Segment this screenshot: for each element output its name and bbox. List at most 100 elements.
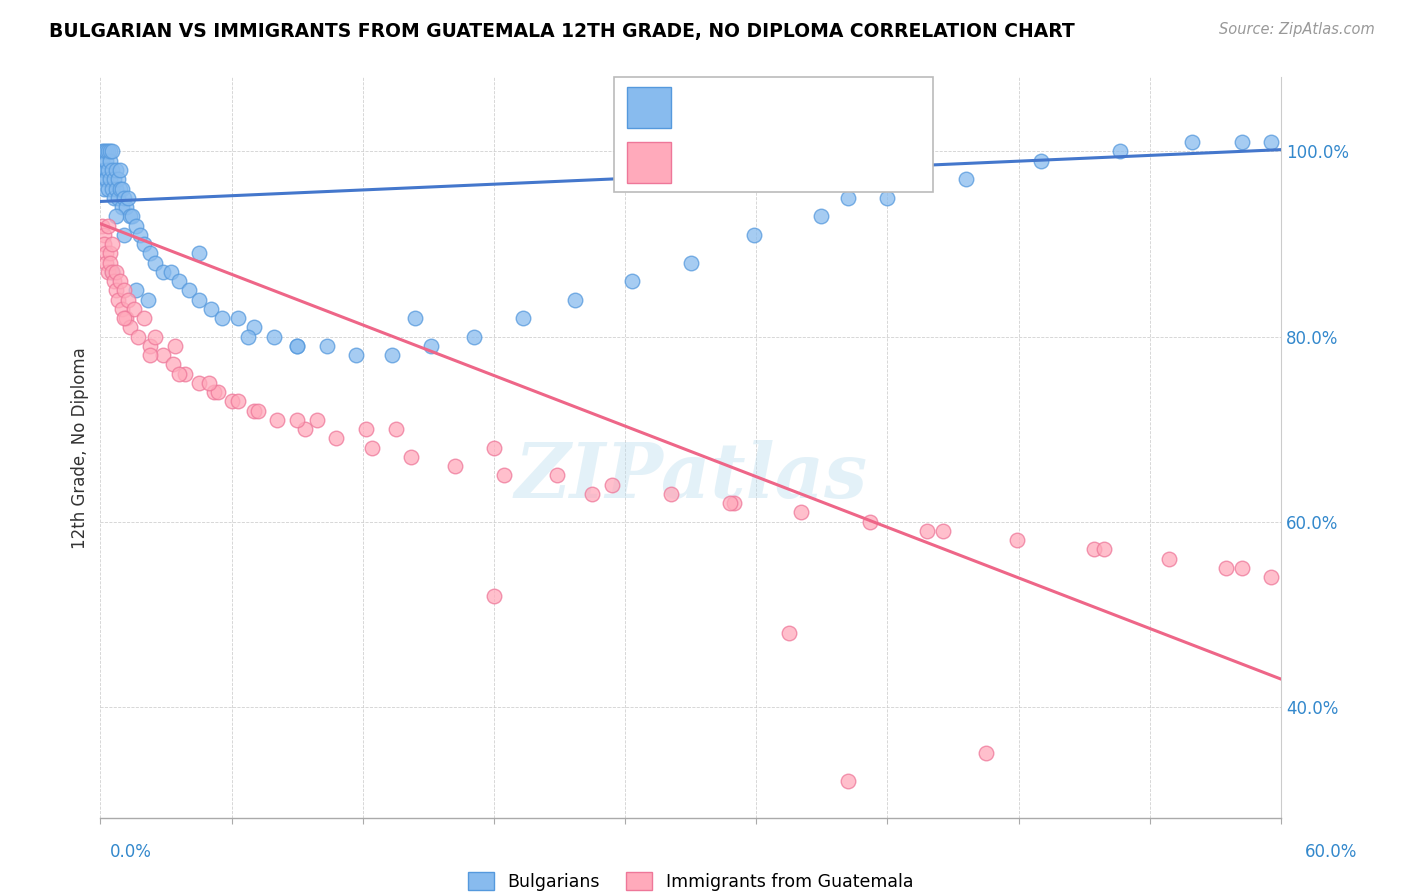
Point	[98, 255, 121, 269]
Point	[105, 265, 128, 279]
Point	[136, 293, 159, 307]
Point	[600, 477, 623, 491]
Point	[162, 357, 184, 371]
Point	[132, 237, 155, 252]
Point	[1092, 542, 1115, 557]
Point	[108, 163, 131, 178]
Point	[931, 524, 953, 538]
Point	[167, 274, 190, 288]
Text: 60.0%: 60.0%	[1305, 843, 1357, 861]
Point	[93, 237, 115, 252]
Point	[266, 413, 288, 427]
Point	[91, 145, 114, 159]
Point	[778, 625, 800, 640]
Point	[221, 394, 243, 409]
Point	[1181, 135, 1204, 149]
Point	[118, 209, 141, 223]
Point	[419, 339, 441, 353]
Point	[107, 172, 129, 186]
Point	[98, 153, 121, 168]
Point	[915, 524, 938, 538]
Point	[718, 496, 741, 510]
Point	[226, 311, 249, 326]
Point	[105, 209, 128, 223]
Text: ZIPatlas: ZIPatlas	[515, 441, 868, 515]
Point	[380, 348, 402, 362]
Point	[108, 181, 131, 195]
Point	[246, 403, 269, 417]
Point	[97, 265, 120, 279]
Point	[152, 348, 174, 362]
Point	[581, 487, 603, 501]
Point	[236, 329, 259, 343]
Point	[1007, 533, 1029, 548]
Text: BULGARIAN VS IMMIGRANTS FROM GUATEMALA 12TH GRADE, NO DIPLOMA CORRELATION CHART: BULGARIAN VS IMMIGRANTS FROM GUATEMALA 1…	[49, 22, 1076, 41]
Point	[1157, 551, 1180, 566]
Point	[145, 329, 167, 343]
Point	[96, 172, 118, 186]
Point	[125, 219, 148, 233]
Point	[101, 265, 124, 279]
Text: 0.0%: 0.0%	[110, 843, 152, 861]
Point	[404, 311, 426, 326]
Text: Source: ZipAtlas.com: Source: ZipAtlas.com	[1219, 22, 1375, 37]
Point	[187, 376, 209, 390]
Legend: Bulgarians, Immigrants from Guatemala: Bulgarians, Immigrants from Guatemala	[461, 865, 921, 892]
Point	[145, 255, 167, 269]
Point	[117, 293, 139, 307]
Point	[325, 432, 347, 446]
Point	[125, 283, 148, 297]
Point	[111, 301, 134, 316]
Point	[115, 311, 138, 326]
Point	[112, 283, 135, 297]
Point	[101, 265, 124, 279]
Point	[112, 227, 135, 242]
Point	[955, 172, 977, 186]
Point	[810, 209, 832, 223]
Point	[121, 209, 143, 223]
Point	[482, 589, 505, 603]
Point	[1230, 561, 1253, 575]
Point	[294, 422, 316, 436]
Point	[96, 246, 118, 260]
Point	[263, 329, 285, 343]
Point	[105, 163, 128, 178]
Point	[1260, 570, 1282, 584]
Point	[399, 450, 422, 464]
Point	[197, 376, 219, 390]
Point	[876, 191, 898, 205]
Point	[492, 468, 515, 483]
Point	[107, 191, 129, 205]
Point	[115, 200, 138, 214]
Point	[305, 413, 328, 427]
Point	[1029, 153, 1052, 168]
Point	[187, 293, 209, 307]
Point	[93, 181, 115, 195]
Point	[344, 348, 367, 362]
Point	[96, 145, 118, 159]
Point	[1230, 135, 1253, 149]
Point	[96, 153, 118, 168]
Point	[91, 219, 114, 233]
Point	[138, 348, 160, 362]
Point	[97, 145, 120, 159]
Point	[93, 172, 115, 186]
Point	[354, 422, 377, 436]
Y-axis label: 12th Grade, No Diploma: 12th Grade, No Diploma	[72, 347, 89, 549]
Point	[361, 441, 384, 455]
Point	[96, 255, 118, 269]
Point	[837, 191, 859, 205]
Point	[859, 515, 882, 529]
Point	[108, 274, 131, 288]
Point	[790, 506, 813, 520]
Point	[118, 320, 141, 334]
Point	[101, 237, 124, 252]
Point	[91, 153, 114, 168]
Point	[101, 163, 124, 178]
Point	[226, 394, 249, 409]
Point	[1108, 145, 1130, 159]
Point	[211, 311, 233, 326]
Point	[243, 403, 266, 417]
Point	[93, 145, 115, 159]
Point	[122, 301, 145, 316]
